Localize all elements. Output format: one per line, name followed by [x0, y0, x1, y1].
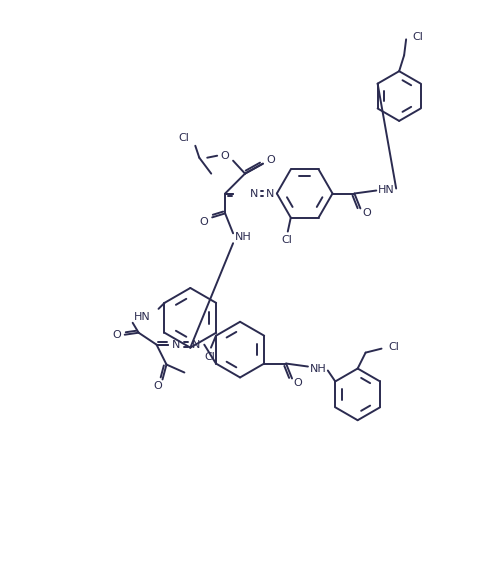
Text: O: O: [112, 330, 121, 340]
Text: O: O: [294, 379, 302, 388]
Text: N: N: [192, 340, 200, 350]
Text: O: O: [221, 151, 230, 160]
Text: O: O: [266, 155, 275, 164]
Text: O: O: [362, 208, 371, 219]
Text: HN: HN: [134, 312, 151, 322]
Text: N: N: [172, 340, 180, 350]
Text: HN: HN: [378, 185, 395, 194]
Text: Cl: Cl: [413, 32, 423, 42]
Text: Cl: Cl: [205, 351, 215, 362]
Text: Cl: Cl: [388, 342, 399, 351]
Text: N: N: [266, 189, 274, 198]
Text: NH: NH: [235, 232, 251, 242]
Text: Cl: Cl: [281, 236, 292, 245]
Text: N: N: [250, 189, 258, 198]
Text: Cl: Cl: [178, 133, 189, 143]
Text: O: O: [153, 381, 162, 392]
Text: O: O: [200, 218, 209, 227]
Text: NH: NH: [310, 363, 326, 373]
